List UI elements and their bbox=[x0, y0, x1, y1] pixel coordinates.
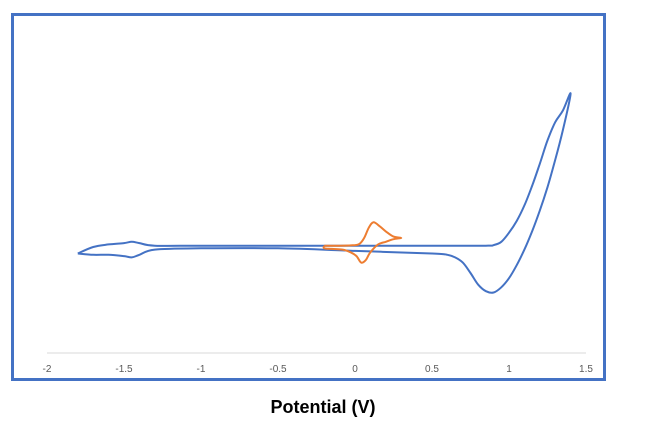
x-tick-label: 0.5 bbox=[425, 364, 439, 375]
x-tick-label: 1.5 bbox=[579, 364, 593, 375]
x-tick-label: 1 bbox=[506, 364, 512, 375]
x-tick-labels: -2 -1.5 -1 -0.5 0 0.5 1 1.5 bbox=[43, 364, 594, 375]
chart-frame bbox=[11, 13, 606, 381]
series-line-1 bbox=[77, 92, 572, 294]
series-line-2 bbox=[322, 221, 403, 264]
x-tick-label: 0 bbox=[352, 364, 358, 375]
x-axis-label: Potential (V) bbox=[270, 397, 376, 417]
series-group bbox=[77, 92, 572, 294]
x-tick-label: -1.5 bbox=[115, 364, 133, 375]
x-tick-label: -2 bbox=[43, 364, 52, 375]
x-tick-label: -1 bbox=[197, 364, 206, 375]
x-tick-label: -0.5 bbox=[269, 364, 287, 375]
